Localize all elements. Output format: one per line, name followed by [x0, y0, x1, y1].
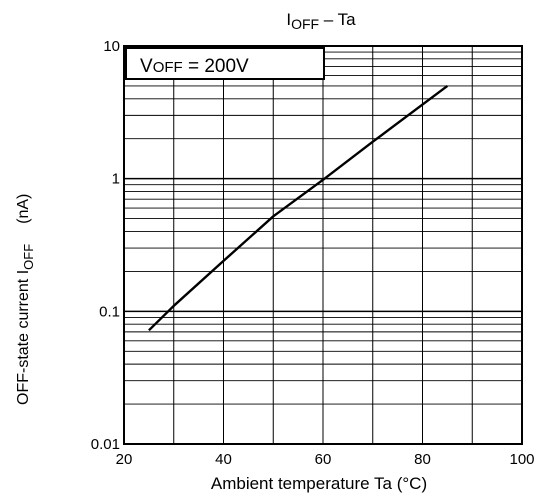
- x-tick-label: 100: [509, 451, 534, 468]
- plot-frame: [123, 45, 523, 445]
- chart-title: IOFF – Ta: [286, 10, 356, 32]
- x-axis-label: Ambient temperature Ta (°C): [211, 474, 427, 493]
- annotation-subscript: OFF: [153, 59, 183, 76]
- y-tick-label: 0.1: [99, 303, 120, 320]
- y-tick-labels: 0.01 0.1 1 10: [91, 38, 120, 453]
- annotation-text: VOFF = 200V: [140, 56, 249, 77]
- series-line: [148, 84, 449, 332]
- x-tick-labels: 20 40 60 80 100: [116, 451, 535, 468]
- x-tick-label: 80: [414, 451, 431, 468]
- y-axis-label-subscript: OFF: [21, 244, 36, 270]
- x-tick-label: 40: [215, 451, 232, 468]
- y-tick-label: 1: [112, 171, 120, 188]
- annotation-box: [125, 47, 325, 80]
- chart-title-subscript: OFF: [291, 16, 319, 32]
- x-tick-label: 20: [116, 451, 133, 468]
- y-tick-label: 0.01: [91, 436, 120, 453]
- x-tick-label: 60: [315, 451, 332, 468]
- grid: [124, 46, 522, 444]
- y-axis-label: OFF-state current IOFF(nA): [15, 194, 36, 405]
- y-tick-label: 10: [103, 38, 120, 55]
- data-line-layer: [148, 84, 449, 332]
